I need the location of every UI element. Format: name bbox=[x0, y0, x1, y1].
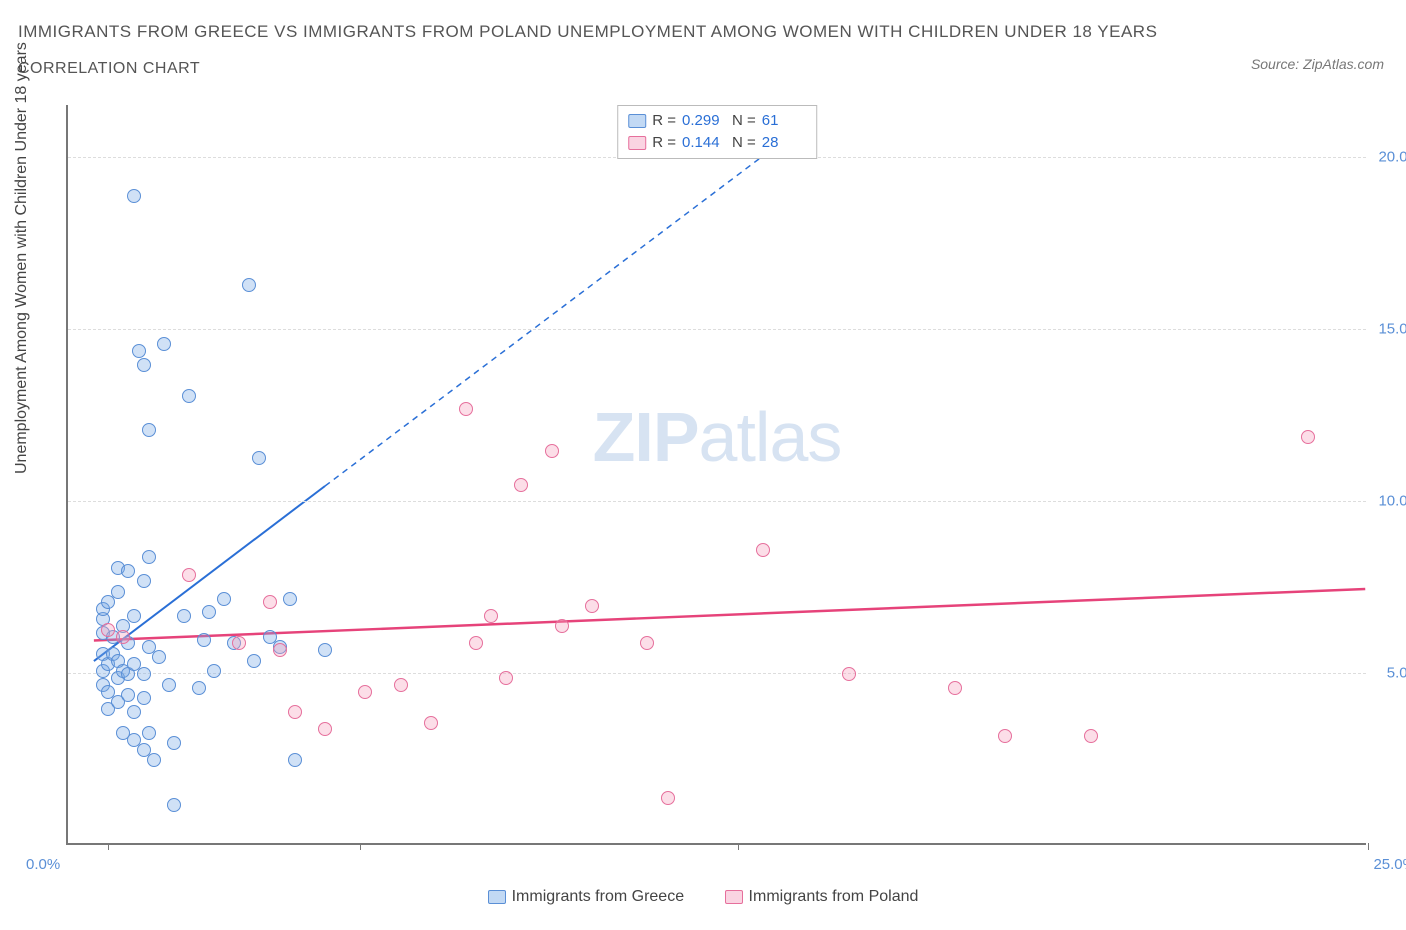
point-poland bbox=[756, 543, 770, 557]
info-row-greece: R = 0.299 N = 61 bbox=[628, 110, 806, 132]
point-poland bbox=[469, 636, 483, 650]
point-greece bbox=[202, 605, 216, 619]
gridline-h bbox=[68, 501, 1366, 502]
point-greece bbox=[242, 278, 256, 292]
point-greece bbox=[111, 585, 125, 599]
point-greece bbox=[252, 451, 266, 465]
point-poland bbox=[1084, 729, 1098, 743]
gridline-h bbox=[68, 329, 1366, 330]
point-greece bbox=[132, 344, 146, 358]
x-tick bbox=[108, 843, 109, 850]
legend-label-poland: Immigrants from Poland bbox=[749, 888, 919, 906]
point-poland bbox=[424, 716, 438, 730]
point-greece bbox=[127, 705, 141, 719]
plot-area: ZIPatlas R = 0.299 N = 61 R = 0.144 N = … bbox=[66, 105, 1366, 845]
point-greece bbox=[318, 643, 332, 657]
point-greece bbox=[127, 189, 141, 203]
point-greece bbox=[167, 798, 181, 812]
point-poland bbox=[394, 678, 408, 692]
point-greece bbox=[217, 592, 231, 606]
point-greece bbox=[162, 678, 176, 692]
point-greece bbox=[177, 609, 191, 623]
point-greece bbox=[157, 337, 171, 351]
point-greece bbox=[283, 592, 297, 606]
chart-container: Unemployment Among Women with Children U… bbox=[18, 95, 1388, 915]
chart-title-line-1: IMMIGRANTS FROM GREECE VS IMMIGRANTS FRO… bbox=[0, 0, 1406, 42]
point-poland bbox=[273, 643, 287, 657]
legend-item-poland: Immigrants from Poland bbox=[725, 888, 919, 906]
info-row-poland: R = 0.144 N = 28 bbox=[628, 132, 806, 154]
point-greece bbox=[197, 633, 211, 647]
point-poland bbox=[116, 630, 130, 644]
point-greece bbox=[137, 358, 151, 372]
point-greece bbox=[142, 726, 156, 740]
point-greece bbox=[182, 389, 196, 403]
chart-title-line-2: CORRELATION CHART bbox=[0, 42, 1406, 78]
point-poland bbox=[232, 636, 246, 650]
watermark: ZIPatlas bbox=[593, 397, 842, 477]
point-poland bbox=[661, 791, 675, 805]
point-greece bbox=[288, 753, 302, 767]
point-greece bbox=[121, 688, 135, 702]
point-poland bbox=[555, 619, 569, 633]
correlation-info-box: R = 0.299 N = 61 R = 0.144 N = 28 bbox=[617, 105, 817, 159]
point-greece bbox=[137, 574, 151, 588]
y-tick-label: 20.0% bbox=[1378, 148, 1406, 165]
bottom-legend: Immigrants from Greece Immigrants from P… bbox=[18, 888, 1388, 909]
point-poland bbox=[1301, 430, 1315, 444]
trend-lines-svg bbox=[68, 105, 1366, 843]
y-tick-label: 15.0% bbox=[1378, 320, 1406, 337]
x-tick bbox=[1368, 843, 1369, 850]
point-greece bbox=[137, 691, 151, 705]
point-greece bbox=[247, 654, 261, 668]
point-greece bbox=[192, 681, 206, 695]
legend-item-greece: Immigrants from Greece bbox=[488, 888, 684, 906]
x-tick bbox=[738, 843, 739, 850]
point-poland bbox=[318, 722, 332, 736]
point-poland bbox=[358, 685, 372, 699]
source-attribution: Source: ZipAtlas.com bbox=[1251, 56, 1384, 72]
point-greece bbox=[207, 664, 221, 678]
point-poland bbox=[842, 667, 856, 681]
point-greece bbox=[142, 550, 156, 564]
point-poland bbox=[263, 595, 277, 609]
legend-label-greece: Immigrants from Greece bbox=[512, 888, 684, 906]
point-poland bbox=[998, 729, 1012, 743]
x-tick bbox=[360, 843, 361, 850]
point-greece bbox=[127, 609, 141, 623]
point-poland bbox=[545, 444, 559, 458]
point-greece bbox=[121, 564, 135, 578]
point-poland bbox=[514, 478, 528, 492]
gridline-h bbox=[68, 673, 1366, 674]
point-greece bbox=[142, 423, 156, 437]
swatch-blue-icon bbox=[488, 890, 506, 904]
swatch-blue-icon bbox=[628, 114, 646, 128]
point-poland bbox=[948, 681, 962, 695]
point-greece bbox=[147, 753, 161, 767]
point-poland bbox=[288, 705, 302, 719]
point-greece bbox=[152, 650, 166, 664]
point-poland bbox=[499, 671, 513, 685]
point-poland bbox=[484, 609, 498, 623]
point-poland bbox=[459, 402, 473, 416]
y-tick-label: 5.0% bbox=[1387, 664, 1406, 681]
swatch-pink-icon bbox=[628, 136, 646, 150]
point-poland bbox=[182, 568, 196, 582]
point-greece bbox=[167, 736, 181, 750]
y-tick-label: 10.0% bbox=[1378, 492, 1406, 509]
point-poland bbox=[585, 599, 599, 613]
point-poland bbox=[640, 636, 654, 650]
point-poland bbox=[101, 623, 115, 637]
x-tick-label: 0.0% bbox=[26, 856, 60, 873]
point-greece bbox=[137, 667, 151, 681]
y-axis-label: Unemployment Among Women with Children U… bbox=[13, 42, 31, 474]
swatch-pink-icon bbox=[725, 890, 743, 904]
x-tick-label: 25.0% bbox=[1373, 856, 1406, 873]
